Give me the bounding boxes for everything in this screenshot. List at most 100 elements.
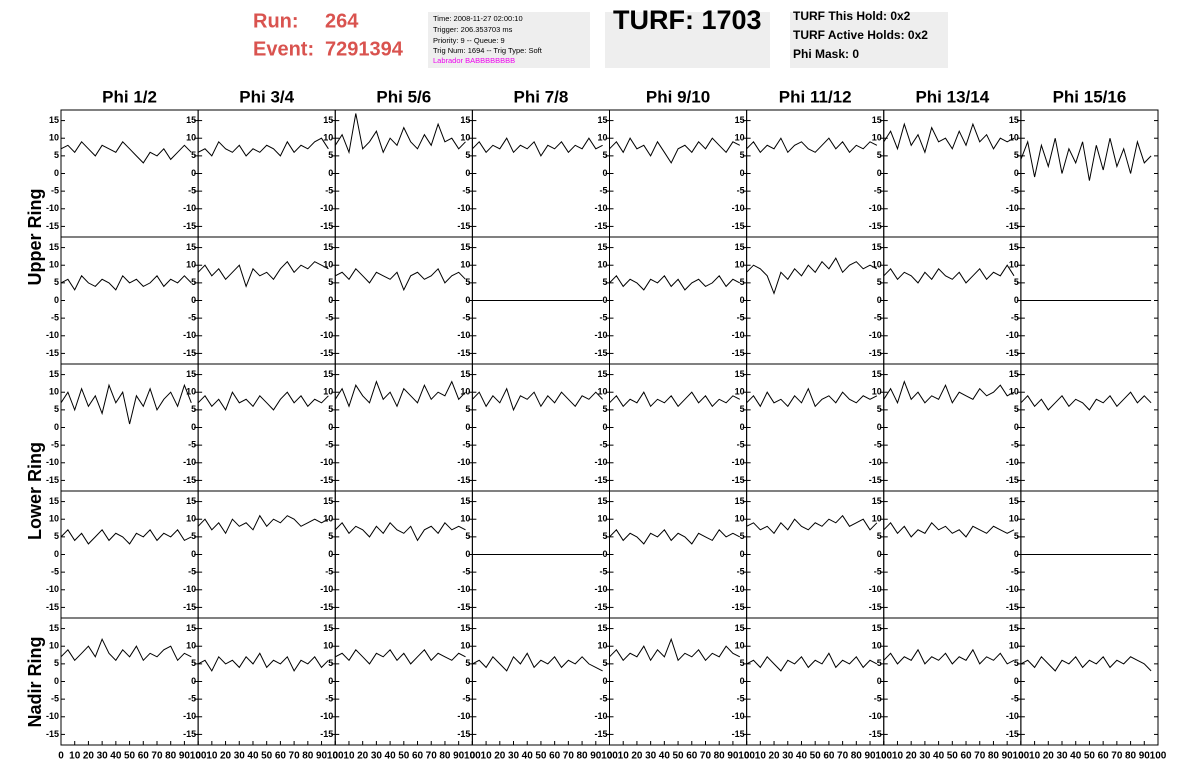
x-tick-label: 90 [864,751,876,762]
run-label: Run: [253,10,299,32]
y-tick-label: -10 [594,584,607,594]
column-header: Phi 9/10 [646,87,710,106]
x-tick-label: 90 [1002,751,1014,762]
y-tick-label: -15 [183,602,196,612]
y-tick-label: -15 [594,475,607,485]
y-tick-label: -5 [188,313,196,323]
y-tick-label: 5 [1014,404,1019,414]
waveform [472,387,603,412]
y-tick-label: 15 [735,496,745,506]
y-tick-label: 10 [49,514,59,524]
y-tick-label: 5 [465,277,470,287]
waveform [335,649,466,665]
y-tick-label: 15 [49,496,59,506]
y-tick-label: -5 [51,694,59,704]
y-tick-label: -15 [869,221,882,231]
y-tick-label: -10 [869,330,882,340]
y-tick-label: -15 [46,602,59,612]
y-tick-label: 10 [597,260,607,270]
y-tick-label: -5 [188,567,196,577]
waveform [334,113,466,155]
panel-frame [1020,617,1159,746]
panel-frame [609,617,748,746]
y-tick-label: -15 [320,475,333,485]
x-tick-label: 60 [686,751,698,762]
y-tick-label: 15 [49,115,59,125]
y-tick-label: -15 [732,602,745,612]
panel-frame [471,617,610,746]
x-tick-label: 40 [933,751,945,762]
waveform [60,383,192,425]
y-tick-label: 15 [49,369,59,379]
x-tick-label: 40 [659,751,671,762]
y-tick-label: -5 [737,313,745,323]
y-tick-label: -10 [320,584,333,594]
y-tick-label: -5 [1011,313,1019,323]
y-tick-label: 5 [328,277,333,287]
y-tick-label: 0 [328,168,333,178]
x-tick-label: 40 [522,751,534,762]
y-tick-label: 5 [54,404,59,414]
y-tick-label: -10 [594,711,607,721]
turf-info: Phi Mask: 0 [793,47,859,61]
panel-frame [609,363,748,492]
y-tick-label: 10 [460,641,470,651]
y-tick-label: 5 [465,658,470,668]
x-tick-label: 80 [988,751,1000,762]
y-tick-label: 10 [186,514,196,524]
waveform [1020,138,1152,181]
y-tick-label: 0 [54,295,59,305]
y-tick-label: 0 [191,295,196,305]
y-tick-label: -10 [183,330,196,340]
run-number: 264 [325,10,359,32]
panel-frame [60,617,199,746]
y-tick-label: -5 [462,313,470,323]
y-tick-label: -15 [183,221,196,231]
y-tick-label: -15 [320,348,333,358]
waveform [60,141,192,164]
panel-frame [471,363,610,492]
waveform [60,637,192,662]
y-tick-label: 5 [465,150,470,160]
y-tick-label: 0 [740,676,745,686]
y-tick-label: -10 [732,203,745,213]
column-header: Phi 11/12 [779,87,852,106]
y-tick-label: 15 [186,496,196,506]
y-tick-label: -5 [325,186,333,196]
column-header: Phi 13/14 [915,87,989,106]
panel-frame [197,617,336,746]
y-tick-label: 15 [323,115,333,125]
x-tick-label: 0 [744,751,750,762]
y-tick-label: 10 [735,260,745,270]
y-tick-label: 10 [186,133,196,143]
x-tick-label: 80 [302,751,314,762]
y-tick-label: 10 [186,387,196,397]
y-tick-label: -5 [874,567,882,577]
y-tick-label: 5 [602,658,607,668]
y-tick-label: 5 [877,150,882,160]
y-tick-label: 15 [735,242,745,252]
y-tick-label: -10 [46,584,59,594]
panel-frame [883,490,1022,619]
x-tick-label: 30 [645,751,657,762]
x-tick-label: 70 [426,751,438,762]
waveform [609,528,741,545]
y-tick-label: -10 [732,584,745,594]
info-line: Time: 2008-11-27 02:00:10 [433,14,523,23]
y-tick-label: 10 [1009,133,1019,143]
y-tick-label: -10 [869,457,882,467]
turf: TURF: 1703 [613,5,762,35]
y-tick-label: 10 [1009,260,1019,270]
y-tick-label: 5 [54,658,59,668]
x-tick-label: 60 [823,751,835,762]
y-tick-label: -15 [869,602,882,612]
x-tick-label: 50 [535,751,547,762]
info-line: Trigger: 206.353703 ms [433,25,513,34]
labrador: Labrador BABBBBBBBB [433,56,515,65]
panel-frame [197,363,336,492]
y-tick-label: 10 [735,641,745,651]
waveform [746,257,878,295]
y-tick-label: -15 [46,221,59,231]
y-tick-label: 15 [186,623,196,633]
y-tick-label: 10 [323,133,333,143]
